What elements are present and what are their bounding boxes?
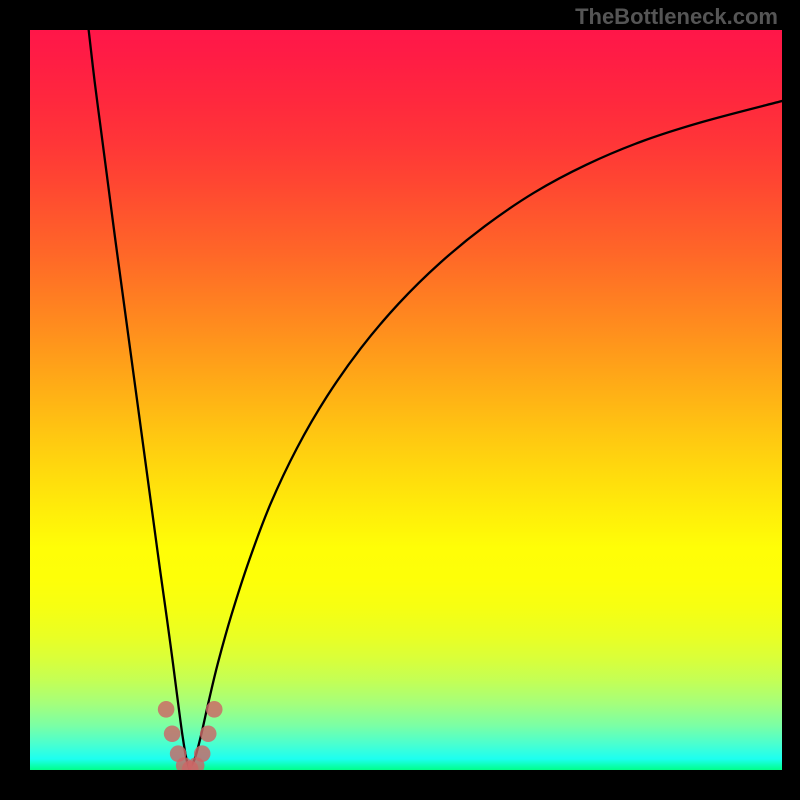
data-marker (158, 701, 175, 718)
figure-root: TheBottleneck.com (0, 0, 800, 800)
data-marker (206, 701, 223, 718)
watermark-label: TheBottleneck.com (575, 4, 778, 30)
gradient-background (30, 30, 782, 770)
data-marker (164, 725, 181, 742)
data-marker (194, 745, 211, 762)
plot-area (30, 30, 782, 770)
data-marker (200, 725, 217, 742)
chart-svg (30, 30, 782, 770)
